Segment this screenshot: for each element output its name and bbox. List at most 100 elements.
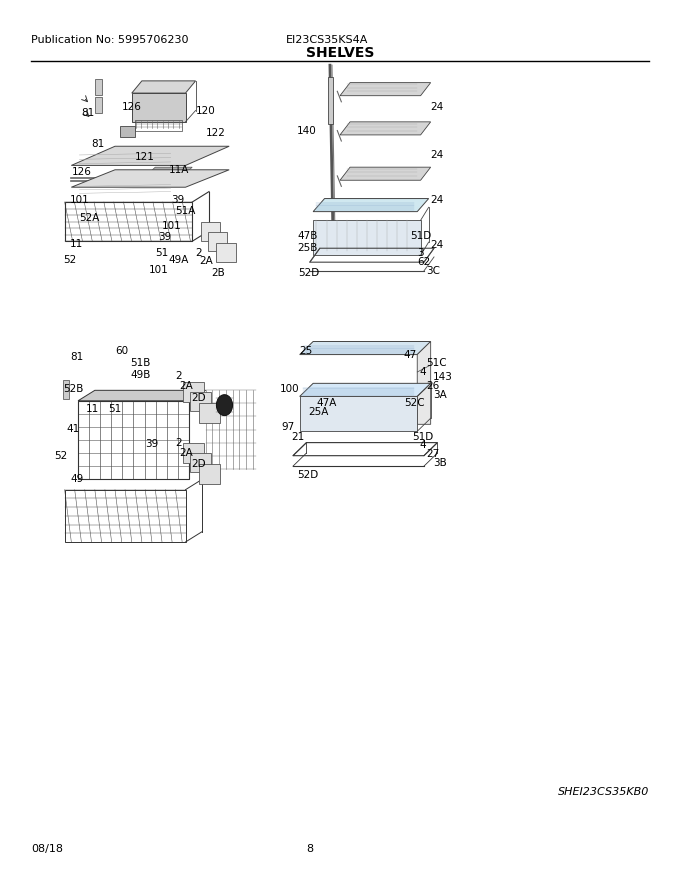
Polygon shape (71, 170, 229, 187)
Bar (65, 489, 186, 542)
Text: EI23CS35KS4A: EI23CS35KS4A (286, 34, 369, 45)
Text: 122: 122 (205, 128, 226, 138)
Text: 24: 24 (430, 239, 444, 250)
Circle shape (216, 394, 233, 415)
FancyBboxPatch shape (216, 243, 236, 262)
FancyBboxPatch shape (207, 231, 227, 251)
Text: 120: 120 (196, 106, 216, 116)
Text: 39: 39 (146, 439, 158, 450)
Bar (95, 98, 101, 114)
Text: 4: 4 (420, 440, 426, 451)
Bar (313, 220, 421, 255)
Text: 52: 52 (54, 451, 68, 461)
Polygon shape (300, 384, 430, 396)
Bar (63, 380, 69, 399)
FancyBboxPatch shape (199, 403, 220, 422)
FancyBboxPatch shape (190, 453, 211, 473)
Text: 26: 26 (426, 381, 439, 391)
Text: Publication No: 5995706230: Publication No: 5995706230 (31, 34, 188, 45)
Text: 49B: 49B (131, 370, 151, 379)
Polygon shape (148, 167, 192, 173)
Text: 25A: 25A (308, 407, 328, 417)
Text: 47: 47 (404, 349, 417, 360)
Text: 25B: 25B (298, 243, 318, 253)
Text: 11: 11 (86, 405, 99, 414)
Text: 126: 126 (71, 166, 91, 177)
FancyBboxPatch shape (183, 444, 204, 463)
Bar (132, 93, 186, 121)
Text: 2A: 2A (199, 256, 213, 267)
Text: 52D: 52D (299, 268, 320, 278)
FancyBboxPatch shape (199, 465, 220, 484)
Text: SHELVES: SHELVES (306, 46, 374, 60)
Polygon shape (132, 81, 196, 93)
Text: 24: 24 (430, 102, 444, 112)
Text: 4: 4 (420, 367, 426, 377)
Bar (328, 77, 333, 124)
Text: 39: 39 (171, 195, 184, 205)
Text: 39: 39 (158, 232, 172, 242)
Bar (65, 202, 192, 241)
Text: 51B: 51B (131, 358, 151, 369)
Polygon shape (340, 121, 430, 135)
Text: 51D: 51D (413, 431, 434, 442)
Text: 60: 60 (115, 346, 128, 356)
Polygon shape (418, 341, 430, 424)
Text: 2A: 2A (179, 448, 192, 458)
Text: 101: 101 (162, 222, 182, 231)
Polygon shape (340, 83, 430, 96)
Text: 52A: 52A (80, 213, 100, 223)
FancyBboxPatch shape (190, 392, 211, 411)
Text: 27: 27 (426, 449, 439, 459)
Polygon shape (340, 167, 430, 180)
Text: 2D: 2D (191, 459, 205, 469)
FancyBboxPatch shape (201, 222, 220, 241)
Text: 52B: 52B (63, 385, 84, 394)
Text: 52D: 52D (298, 470, 319, 480)
Text: 25: 25 (300, 346, 313, 356)
Polygon shape (313, 199, 428, 211)
Text: 2: 2 (175, 371, 182, 381)
Text: 81: 81 (92, 139, 105, 149)
Text: 101: 101 (70, 195, 90, 205)
Text: 2: 2 (175, 438, 182, 449)
Text: 2A: 2A (179, 381, 192, 391)
Text: 24: 24 (430, 195, 444, 205)
Text: 47A: 47A (316, 399, 337, 408)
Text: 51A: 51A (175, 206, 196, 216)
Text: 51D: 51D (411, 231, 432, 241)
Text: 126: 126 (122, 102, 141, 112)
Text: 52C: 52C (404, 399, 424, 408)
Text: 121: 121 (135, 151, 155, 162)
Text: 51C: 51C (426, 358, 447, 369)
Polygon shape (78, 391, 205, 400)
Text: 08/18: 08/18 (31, 844, 63, 854)
Text: SHEI23CS35KB0: SHEI23CS35KB0 (558, 788, 649, 797)
Text: 11A: 11A (169, 165, 189, 175)
Polygon shape (300, 341, 430, 355)
Text: 2B: 2B (211, 268, 225, 278)
Text: 3B: 3B (432, 458, 447, 467)
Text: 101: 101 (148, 265, 169, 275)
Text: 8: 8 (307, 844, 313, 854)
Bar (300, 396, 418, 431)
Text: 49A: 49A (169, 255, 189, 266)
Text: 81: 81 (82, 108, 95, 118)
Text: 97: 97 (281, 422, 294, 432)
Text: 51: 51 (155, 247, 169, 258)
Text: 49: 49 (70, 474, 83, 484)
Text: 47B: 47B (298, 231, 318, 241)
Text: 24: 24 (430, 150, 444, 160)
Polygon shape (71, 146, 229, 165)
Text: 51: 51 (108, 405, 122, 414)
Text: 143: 143 (432, 372, 453, 382)
Bar (135, 120, 182, 130)
Bar (95, 79, 101, 95)
Text: 21: 21 (292, 431, 305, 442)
Text: 3: 3 (418, 248, 424, 259)
Text: 52: 52 (63, 255, 77, 266)
Text: 2D: 2D (191, 393, 205, 403)
Text: 81: 81 (70, 352, 83, 363)
FancyBboxPatch shape (120, 126, 135, 136)
Text: 140: 140 (296, 126, 316, 136)
